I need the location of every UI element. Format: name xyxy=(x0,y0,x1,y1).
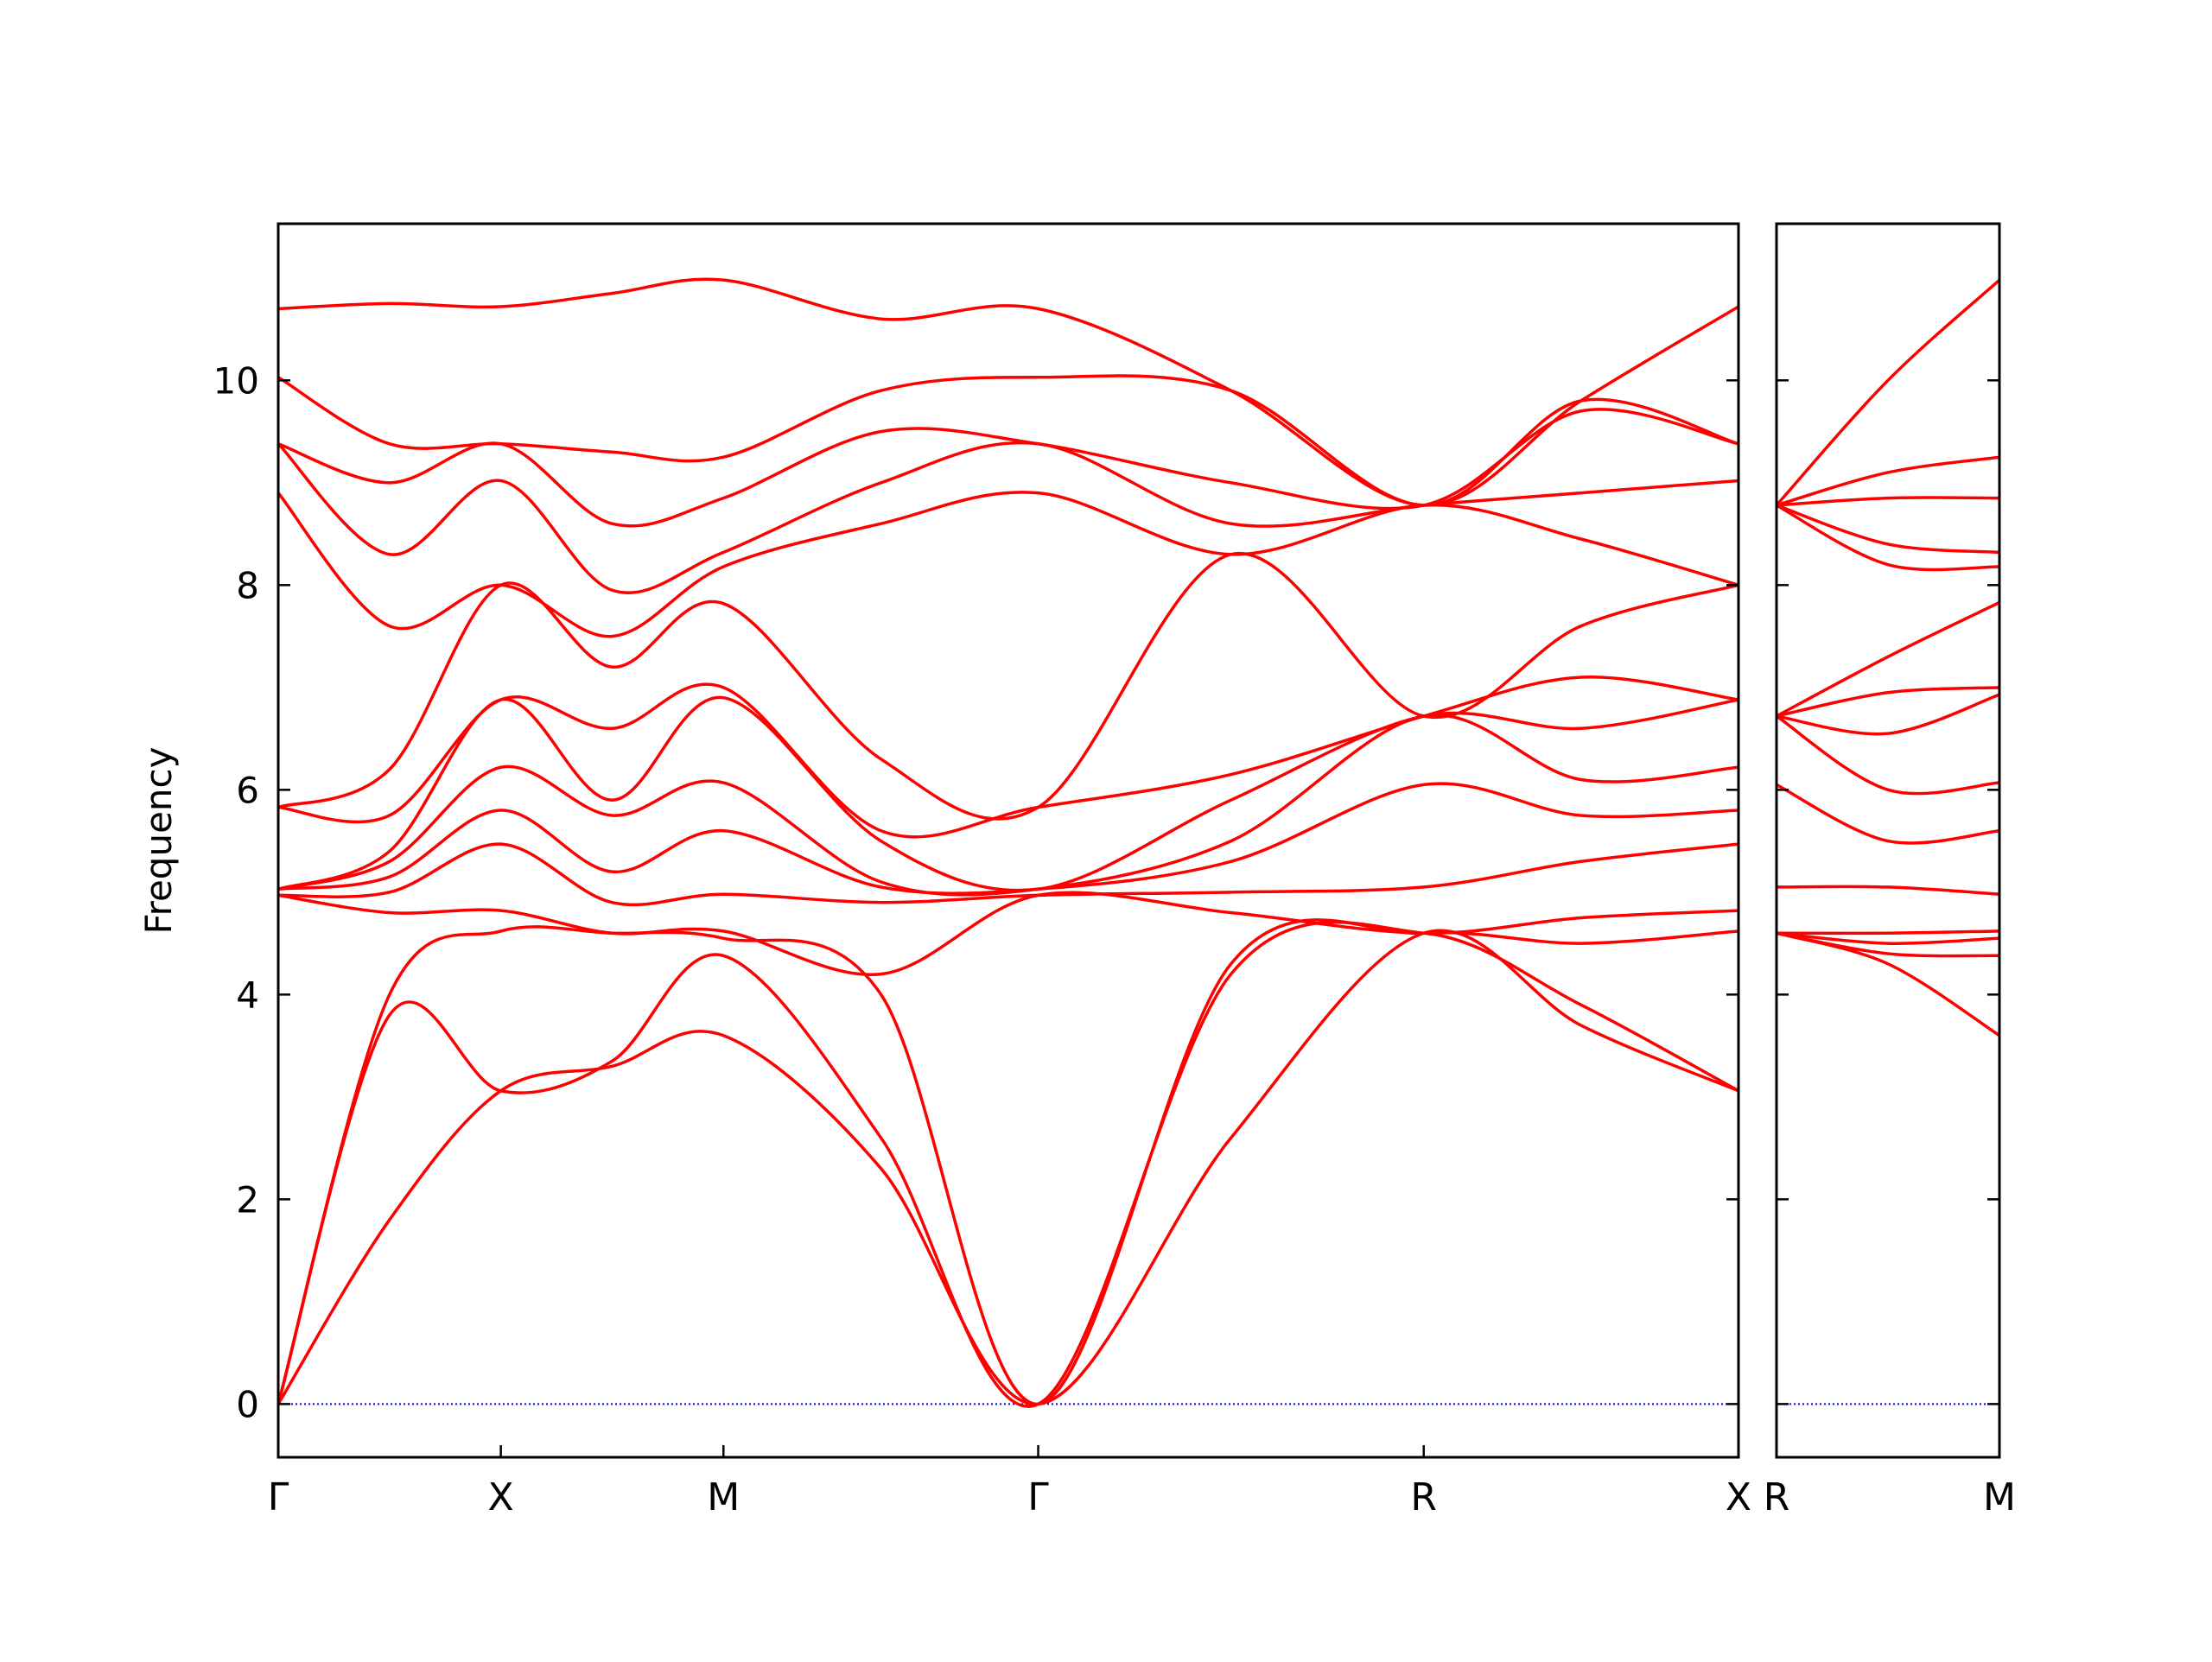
band-2 xyxy=(278,918,1738,1406)
band-1 xyxy=(1777,931,1999,958)
band-8 xyxy=(278,675,1738,839)
x-tick-label: M xyxy=(1983,1475,2016,1519)
band-5 xyxy=(278,782,1738,895)
y-axis-label: Frequency xyxy=(137,747,180,935)
band-4 xyxy=(1777,885,1999,896)
band-5 xyxy=(1777,783,1999,845)
band-12 xyxy=(278,408,1738,528)
axes-frame xyxy=(276,222,1740,1459)
band-13 xyxy=(1777,455,1999,507)
band-11 xyxy=(278,441,1738,595)
y-tick-label: 4 xyxy=(236,974,259,1016)
band-9 xyxy=(1777,600,1999,718)
band-2 xyxy=(1777,931,1999,945)
band-0 xyxy=(1777,931,1999,1037)
bands xyxy=(1777,278,1999,1037)
x-tick-label: R xyxy=(1410,1475,1437,1519)
bands xyxy=(278,277,1738,1408)
band-14 xyxy=(1777,278,1999,507)
band-7 xyxy=(278,695,1738,892)
band-9 xyxy=(278,551,1738,821)
x-tick-label: Γ xyxy=(268,1475,289,1519)
band-7 xyxy=(1777,693,1999,736)
band-10 xyxy=(1777,504,1999,572)
band-14 xyxy=(278,277,1738,507)
y-tick-label: 0 xyxy=(236,1383,259,1425)
panel-0: 0 2 4 6 8 10 Γ X M Γ R X xyxy=(213,222,1751,1519)
band-4 xyxy=(278,842,1738,907)
y-tick-label: 6 xyxy=(236,769,259,811)
x-tick-label: X xyxy=(488,1475,514,1519)
band-6 xyxy=(1777,714,1999,796)
band-6 xyxy=(278,714,1738,897)
band-8 xyxy=(1777,686,1999,718)
band-10 xyxy=(278,491,1738,638)
axes-frame xyxy=(1775,222,2001,1459)
band-13 xyxy=(278,374,1738,507)
x-tick-label: M xyxy=(707,1475,740,1519)
y-tick-label: 8 xyxy=(236,564,259,606)
band-3 xyxy=(1777,929,1999,936)
x-tick-label: X xyxy=(1726,1475,1751,1519)
y-tick-label: 2 xyxy=(236,1178,259,1221)
x-tick-label: Γ xyxy=(1027,1475,1049,1519)
band-3 xyxy=(278,891,1738,977)
band-1 xyxy=(278,920,1738,1408)
band-12 xyxy=(1777,496,1999,507)
band-0 xyxy=(278,929,1738,1406)
y-tick-label: 10 xyxy=(213,359,259,402)
x-tick-label: R xyxy=(1764,1475,1790,1519)
band-11 xyxy=(1777,504,1999,555)
